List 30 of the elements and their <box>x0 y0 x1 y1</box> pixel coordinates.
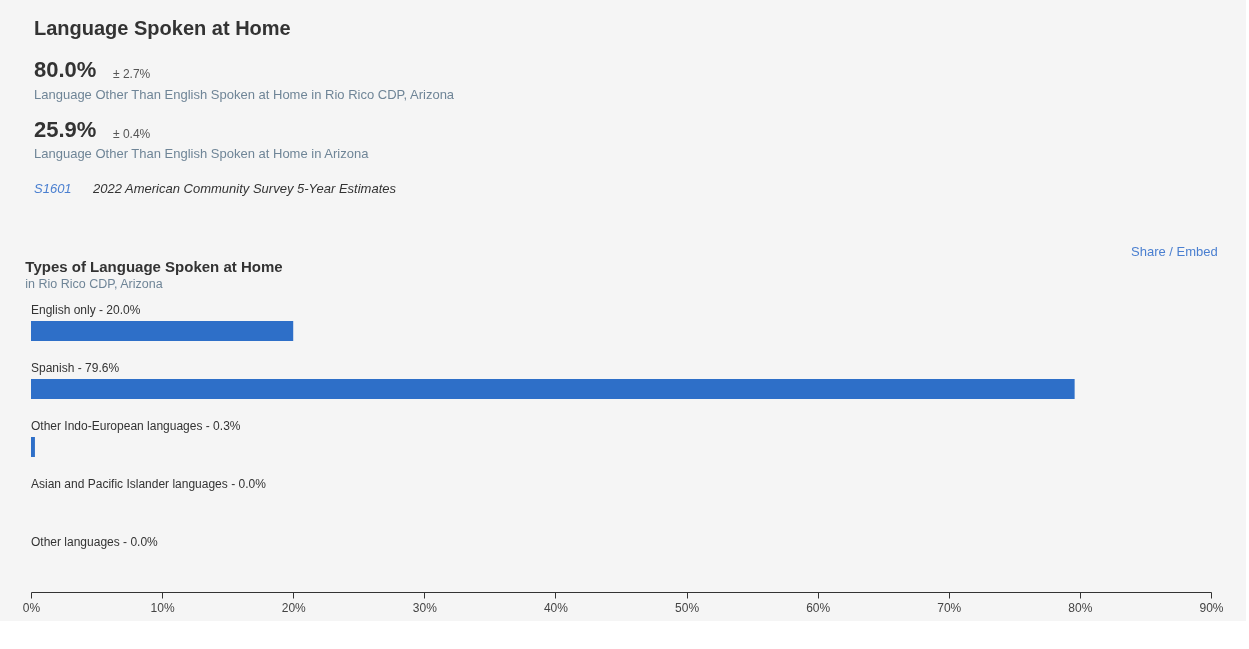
text: 80.0% <box>34 57 97 82</box>
text: ± 2.7% <box>113 67 151 81</box>
x-tick-label: 10% <box>150 600 175 615</box>
x-tick-label: 20% <box>281 600 307 615</box>
bar <box>31 379 1075 399</box>
bar <box>31 437 35 457</box>
text: 25.9% <box>34 117 97 142</box>
chart-subtitle: in Rio Rico CDP, Arizona <box>25 276 163 291</box>
text: Language Spoken at Home <box>34 17 291 39</box>
y-tick-label: Other Indo-European languages - 0.3% <box>31 419 241 433</box>
x-tick-label: 40% <box>543 600 569 615</box>
chart-title: Types of Language Spoken at Home <box>25 257 283 275</box>
y-tick-label: Other languages - 0.0% <box>31 535 159 549</box>
y-tick-label: Asian and Pacific Islander languages - 0.0% <box>31 477 267 491</box>
text: Language Other Than English Spoken at Home in Arizona <box>34 146 370 161</box>
x-tick-label: 90% <box>1199 600 1224 615</box>
x-tick-label: 30% <box>412 600 438 615</box>
y-tick-label: English only - 20.0% <box>31 303 141 317</box>
x-tick-label: 0% <box>22 600 41 615</box>
x-tick-label: 60% <box>806 600 831 615</box>
text: Share / Embed <box>1131 244 1218 259</box>
x-tick-label: 80% <box>1068 600 1093 615</box>
text: 2022 American Community Survey 5-Year Estimates <box>92 181 397 196</box>
y-tick-label: Spanish - 79.6% <box>31 361 120 375</box>
x-tick-label: 70% <box>937 600 962 615</box>
text: S1601 <box>34 181 72 196</box>
text: ± 0.4% <box>113 127 151 141</box>
x-tick-label: 50% <box>675 600 700 615</box>
text: Language Other Than English Spoken at Home in Rio Rico CDP, Arizona <box>34 87 455 102</box>
bar <box>31 321 294 341</box>
